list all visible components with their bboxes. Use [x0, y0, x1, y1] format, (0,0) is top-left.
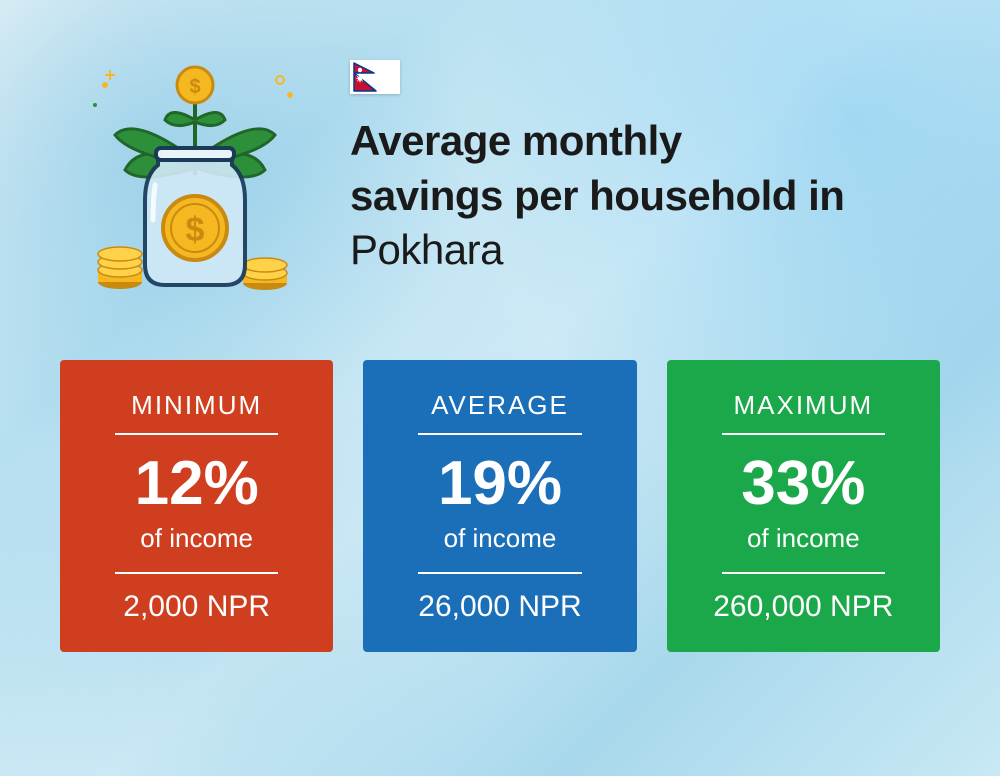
card-percent: 33% — [687, 453, 920, 515]
card-maximum: MAXIMUM 33% of income 260,000 NPR — [667, 360, 940, 652]
savings-illustration: $ $ — [80, 50, 310, 300]
card-subtext: of income — [687, 523, 920, 554]
title-block: Average monthly savings per household in… — [350, 50, 940, 278]
card-percent: 12% — [80, 453, 313, 515]
divider — [722, 433, 885, 435]
card-average: AVERAGE 19% of income 26,000 NPR — [363, 360, 636, 652]
header: $ $ Average mont — [0, 0, 1000, 330]
stat-cards-row: MINIMUM 12% of income 2,000 NPR AVERAGE … — [0, 330, 1000, 702]
card-subtext: of income — [383, 523, 616, 554]
divider — [722, 572, 885, 574]
card-subtext: of income — [80, 523, 313, 554]
page-title: Average monthly savings per household in… — [350, 114, 940, 278]
divider — [418, 433, 581, 435]
card-label: MINIMUM — [80, 390, 313, 421]
title-line1: Average monthly — [350, 117, 682, 164]
title-line2: savings per household in — [350, 172, 844, 219]
card-amount: 260,000 NPR — [687, 590, 920, 624]
card-label: MAXIMUM — [687, 390, 920, 421]
svg-text:$: $ — [189, 76, 200, 98]
svg-text:$: $ — [186, 211, 205, 249]
title-location: Pokhara — [350, 226, 503, 273]
divider — [115, 572, 278, 574]
divider — [418, 572, 581, 574]
nepal-flag-icon — [350, 60, 400, 94]
card-minimum: MINIMUM 12% of income 2,000 NPR — [60, 360, 333, 652]
card-percent: 19% — [383, 453, 616, 515]
card-amount: 2,000 NPR — [80, 590, 313, 624]
card-label: AVERAGE — [383, 390, 616, 421]
divider — [115, 433, 278, 435]
card-amount: 26,000 NPR — [383, 590, 616, 624]
